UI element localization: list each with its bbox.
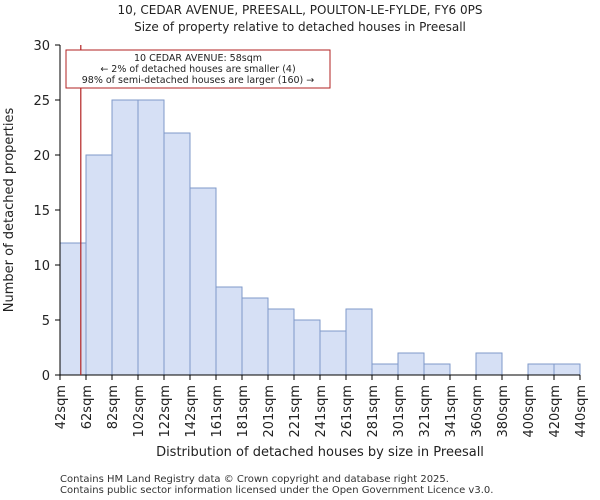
histogram-bar (553, 363, 581, 376)
histogram-bar (215, 286, 243, 376)
annotation-box (65, 49, 331, 89)
histogram-bar (293, 319, 321, 376)
annotation-line: ← 2% of detached houses are smaller (4) (100, 64, 295, 75)
x-tick-label: 301sqm (392, 385, 407, 438)
x-tick-label: 62sqm (80, 385, 95, 429)
x-tick-label: 341sqm (444, 385, 459, 438)
y-tick-label: 25 (33, 94, 50, 109)
histogram-bar (137, 99, 165, 376)
chart-subtitle: Size of property relative to detached ho… (134, 20, 466, 34)
x-axis-title: Distribution of detached houses by size … (156, 445, 484, 460)
histogram-bar (475, 352, 503, 376)
histogram-bar (397, 352, 425, 376)
histogram-bar (371, 363, 399, 376)
histogram-bar (111, 99, 139, 376)
x-tick-label: 181sqm (236, 385, 251, 438)
histogram-bar (319, 330, 347, 376)
histogram-bar (85, 154, 113, 376)
y-tick-label: 30 (33, 39, 50, 54)
histogram-bar (163, 132, 191, 376)
histogram-bar (345, 308, 373, 376)
histogram-bar (423, 363, 451, 376)
x-tick-label: 420sqm (548, 385, 563, 438)
x-tick-label: 102sqm (132, 385, 147, 438)
histogram-bar (189, 187, 217, 376)
x-tick-label: 201sqm (262, 385, 277, 438)
annotation-line: 10 CEDAR AVENUE: 58sqm (134, 53, 262, 64)
y-tick-label: 5 (42, 314, 50, 329)
histogram-bar (267, 308, 295, 376)
y-tick-label: 20 (33, 149, 50, 164)
histogram-bar (59, 242, 87, 376)
x-tick-label: 82sqm (106, 385, 121, 429)
x-tick-label: 161sqm (210, 385, 225, 438)
x-tick-label: 42sqm (54, 385, 69, 429)
x-tick-label: 400sqm (522, 385, 537, 438)
x-tick-label: 122sqm (158, 385, 173, 438)
histogram-bar (241, 297, 269, 376)
y-tick-label: 0 (42, 369, 50, 384)
x-tick-label: 380sqm (496, 385, 511, 438)
y-tick-label: 15 (33, 204, 50, 219)
x-tick-label: 241sqm (314, 385, 329, 438)
y-tick-label: 10 (33, 259, 50, 274)
annotation-line: 98% of semi-detached houses are larger (… (82, 75, 315, 86)
footer-line-2: Contains public sector information licen… (60, 485, 494, 496)
x-tick-label: 142sqm (184, 385, 199, 438)
chart-title: 10, CEDAR AVENUE, PREESALL, POULTON-LE-F… (117, 3, 483, 17)
histogram-bar (527, 363, 555, 376)
footer-line-1: Contains HM Land Registry data © Crown c… (60, 474, 449, 485)
x-tick-label: 321sqm (418, 385, 433, 438)
x-tick-label: 221sqm (288, 385, 303, 438)
y-axis-title: Number of detached properties (2, 108, 17, 313)
x-tick-label: 281sqm (366, 385, 381, 438)
x-tick-label: 261sqm (340, 385, 355, 438)
x-tick-label: 440sqm (574, 385, 589, 438)
x-tick-label: 360sqm (470, 385, 485, 438)
